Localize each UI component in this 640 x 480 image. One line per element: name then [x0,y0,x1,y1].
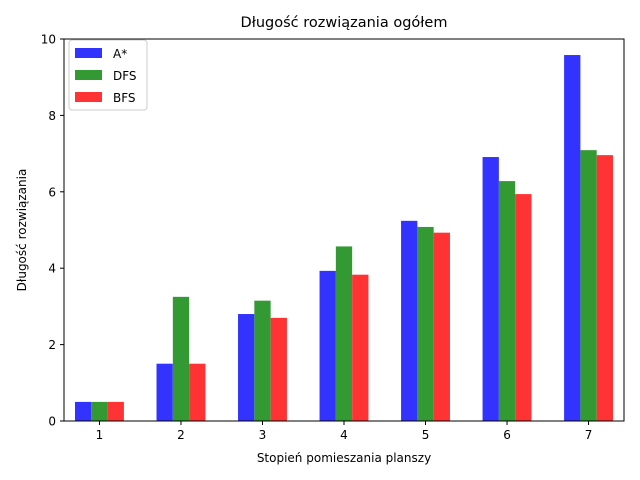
bar-dfs-7 [580,150,597,421]
bar-bfs-6 [515,194,532,421]
bar-dfs-4 [335,246,353,421]
x-tick-label: 4 [340,428,348,442]
bar-bfs-1 [107,401,124,421]
legend-swatch-a [75,48,102,58]
bar-a-1 [75,401,92,421]
bar-bfs-2 [189,363,206,421]
bar-dfs-6 [498,181,516,421]
y-tick-label: 6 [48,185,56,199]
bar-a-2 [156,363,173,421]
x-tick-label: 7 [585,428,593,442]
x-tick-label: 6 [503,428,511,442]
legend: A* DFS BFS [68,39,148,111]
x-tick-label: 5 [422,428,430,442]
x-tick-label: 1 [96,428,104,442]
bar-bfs-5 [433,232,450,421]
bar-a-3 [238,314,255,421]
bar-bfs-7 [596,155,613,421]
bar-dfs-1 [91,401,108,421]
y-tick-label: 2 [48,338,56,352]
x-axis-ticks: 1 2 3 4 5 6 7 [96,421,593,442]
bar-a-5 [401,220,418,421]
legend-swatch-bfs [75,92,102,102]
x-axis-label: Stopień pomieszania planszy [257,451,431,465]
legend-label: BFS [113,91,136,105]
x-tick-label: 3 [259,428,267,442]
y-axis-label: Długość rozwiązania [15,169,29,292]
y-tick-label: 4 [48,262,56,276]
legend-swatch-dfs [75,70,102,80]
legend-label: A* [113,47,127,61]
y-tick-label: 8 [48,109,56,123]
bar-a-4 [319,270,336,421]
chart-title: Długość rozwiązania ogółem [241,15,448,31]
legend-label: DFS [113,69,137,83]
plot-area-frame [63,38,625,422]
bar-a-7 [564,55,581,421]
bar-bfs-4 [352,274,369,421]
y-tick-label: 10 [41,33,56,47]
bar-dfs-3 [254,300,271,421]
y-axis-ticks: 0 2 4 6 8 10 [41,33,64,429]
bar-a-6 [482,157,499,422]
bar-bfs-3 [270,317,287,421]
y-tick-label: 0 [48,415,56,429]
x-tick-label: 2 [177,428,185,442]
bar-dfs-5 [417,226,434,421]
bar-dfs-2 [172,296,190,421]
bars-layer [75,55,613,422]
